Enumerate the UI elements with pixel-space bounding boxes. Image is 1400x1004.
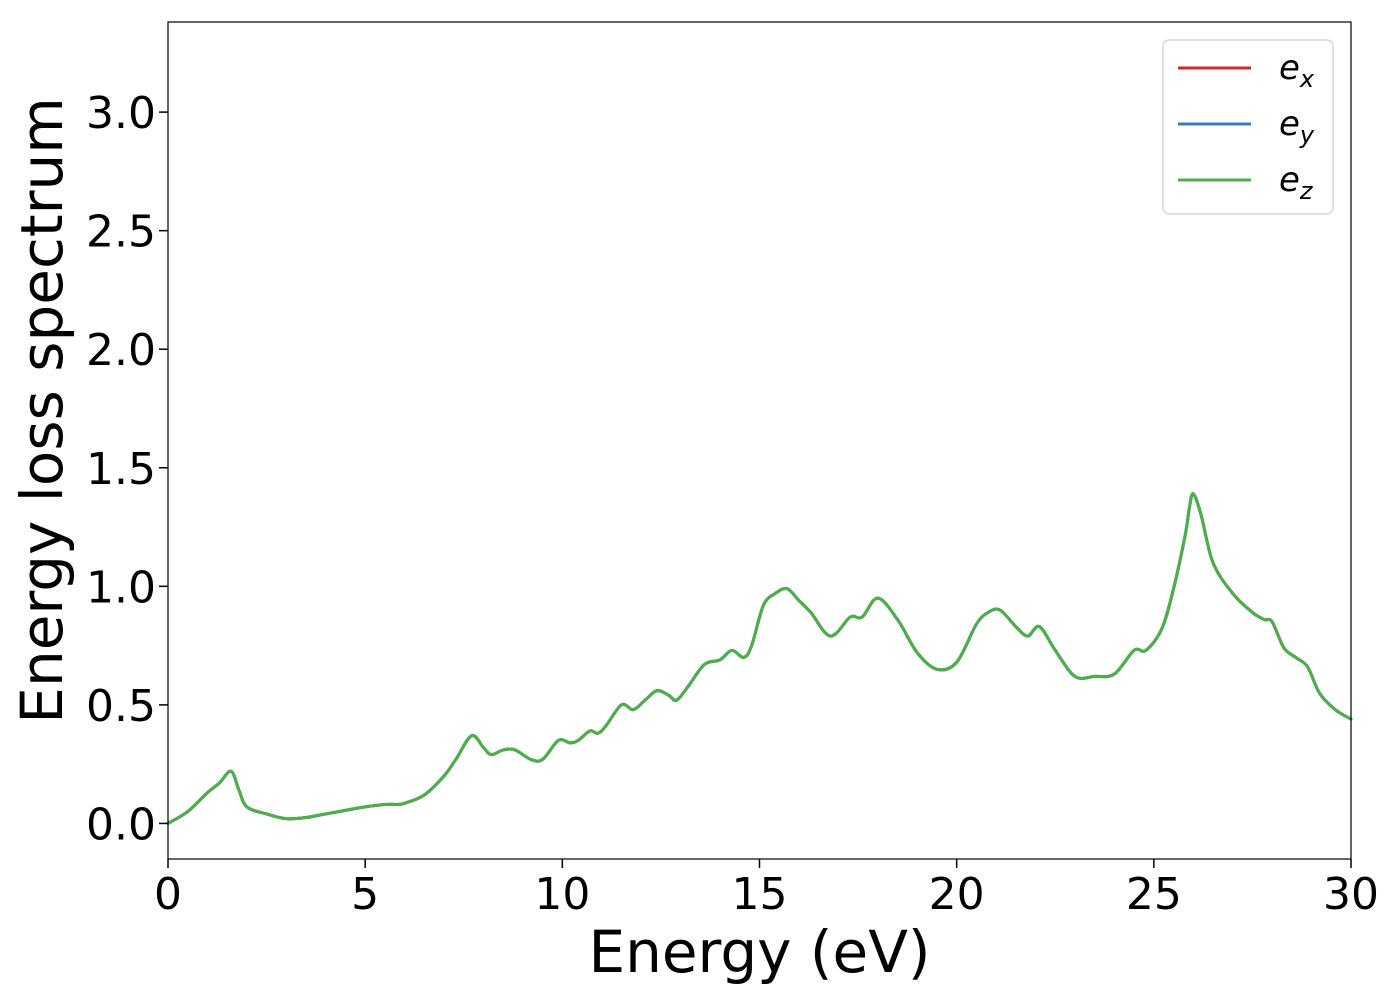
series-line-e-z (166, 492, 1353, 825)
x-tick-label: 30 (1323, 869, 1379, 920)
series-line-e-x (166, 492, 1353, 825)
x-tick-label: 20 (929, 869, 985, 920)
y-axis-title: Energy loss spectrum (8, 97, 76, 723)
x-tick-label: 15 (732, 869, 788, 920)
x-tick-label: 5 (351, 869, 379, 920)
y-tick-label: 2.5 (86, 207, 156, 258)
y-tick-label: 0.5 (86, 681, 156, 732)
series-lines (166, 492, 1353, 825)
y-tick-label: 1.0 (86, 562, 156, 613)
y-tick-label: 0.0 (86, 799, 156, 850)
y-tick-label: 2.0 (86, 325, 156, 376)
y-tick-label: 3.0 (86, 88, 156, 139)
legend-box (1162, 39, 1334, 215)
x-tick-label: 10 (534, 869, 590, 920)
y-tick-label: 1.5 (86, 444, 156, 495)
x-tick-label: 0 (154, 869, 182, 920)
x-axis-title: Energy (eV) (588, 918, 930, 986)
y-axis-ticks: 0.0 0.5 1.0 1.5 2.0 2.5 3.0 (86, 88, 168, 850)
x-axis-ticks: 0 5 10 15 20 25 30 (154, 859, 1379, 920)
series-line-e-y (166, 492, 1353, 825)
x-tick-label: 25 (1126, 869, 1182, 920)
